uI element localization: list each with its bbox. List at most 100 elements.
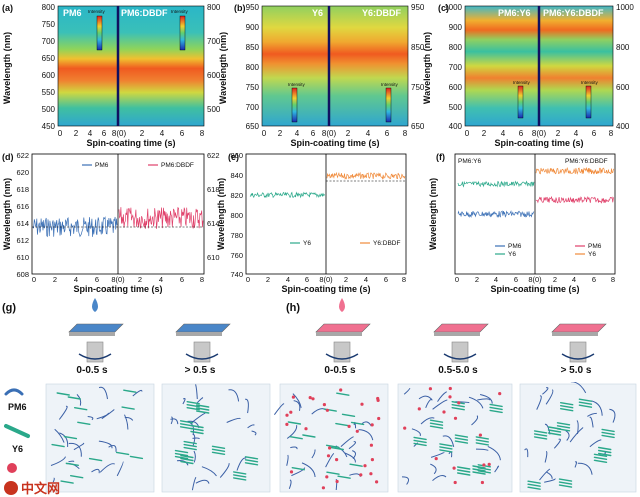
stage-g-2: > 0.5 s: [184, 365, 216, 376]
tick-b-900: 900: [246, 23, 260, 32]
stage-h-1: 0-0.5 s: [324, 365, 356, 376]
tick-a-500: 500: [42, 105, 56, 114]
spin-coater-2: [175, 323, 231, 363]
xtick: 0: [262, 129, 267, 138]
rtick-c-800: 800: [616, 43, 630, 52]
cb-title: Intensity: [171, 9, 189, 14]
tick-c-400: 400: [449, 122, 463, 131]
series-f-y6: [457, 180, 535, 188]
spin-coater-1: [68, 298, 124, 363]
heatmap-c-xlabel: Spin-coating time (s): [494, 138, 583, 148]
xtick: 8: [200, 129, 205, 138]
trace-e-xlabel: Spin-coating time (s): [281, 284, 370, 294]
watermark-text: 中文网: [21, 481, 61, 496]
rtick-a-500: 500: [207, 105, 221, 114]
xtick: 2: [475, 275, 479, 284]
morphology-box-2: [161, 383, 271, 493]
series-y6: [249, 191, 326, 199]
heatmap-b-xlabel: Spin-coating time (s): [290, 138, 379, 148]
tick-c-600: 600: [449, 83, 463, 92]
xtick: 0: [455, 275, 459, 284]
ytick-e: 820: [230, 191, 243, 200]
legend-f-y6: Y6: [508, 251, 516, 258]
ytick-d: 614: [16, 219, 29, 228]
ytick-e: 760: [230, 251, 243, 260]
legend-f-y6-dbdf: Y6: [588, 251, 596, 258]
xtick: 4: [572, 275, 576, 284]
morphology-box-1: [45, 383, 155, 493]
rtick-c-600: 600: [616, 83, 630, 92]
panel-label-g: (g): [2, 302, 17, 314]
sample-pm6-y6: PM6:Y6: [498, 8, 531, 18]
trace-series: [32, 166, 615, 238]
legend-y6-label: Y6: [12, 444, 24, 454]
heatmap-c-ylabel: Wavelength (nm): [422, 32, 432, 104]
xtick: 6: [95, 275, 99, 284]
ytick-e: 800: [230, 211, 243, 220]
xtick: 2: [556, 129, 561, 138]
watermark-logo-icon: [4, 481, 18, 495]
rtick-c-1000: 1000: [616, 3, 634, 12]
tick-b-700: 700: [246, 103, 260, 112]
pm6-icon: [4, 388, 24, 396]
ytick-d: 618: [16, 185, 29, 194]
colorbar-b1: [291, 87, 298, 123]
tick-a-550: 550: [42, 88, 56, 97]
spin-coater-3: [315, 298, 371, 363]
xtick: 6: [180, 129, 185, 138]
xtick: 6: [180, 275, 184, 284]
xtick: 4: [501, 129, 506, 138]
xtick: 0: [32, 275, 36, 284]
xtick: 8: [402, 275, 406, 284]
tick-b-850: 850: [246, 43, 260, 52]
xtick: 8(0): [112, 129, 127, 138]
xtick: 2: [138, 275, 142, 284]
rtick-d: 610: [207, 253, 220, 262]
y6-icon: [4, 424, 30, 438]
xtick: 4: [74, 275, 78, 284]
rtick-b-950: 950: [411, 3, 425, 12]
trace-d-xlabel: Spin-coating time (s): [73, 284, 162, 294]
series-f-pm6: [457, 210, 535, 218]
xtick: 4: [286, 275, 290, 284]
panel-label-h: (h): [286, 302, 301, 314]
xtick: 2: [53, 275, 57, 284]
xtick: 0: [58, 129, 63, 138]
tick-a-750: 750: [42, 20, 56, 29]
xtick: 6: [514, 275, 518, 284]
xtick: 2: [266, 275, 270, 284]
xtick: 2: [278, 129, 283, 138]
ytick-d: 608: [16, 270, 29, 279]
sample-pm6-y6-dbdf: PM6:Y6:DBDF: [543, 8, 604, 18]
legend-f-right: PM6:Y6:DBDF: [565, 158, 608, 165]
xtick: 4: [366, 129, 371, 138]
xtick: 6: [305, 275, 309, 284]
xtick: 6: [102, 129, 107, 138]
heatmap-b-ylabel: Wavelength (nm): [218, 32, 228, 104]
series-y6-dbdf: [326, 171, 406, 180]
trace-f-ylabel: Wavelength (nm): [428, 178, 438, 250]
tick-a-650: 650: [42, 54, 56, 63]
cb-title: Intensity: [513, 80, 531, 85]
xtick: 8(0): [111, 275, 125, 284]
series-f-y6-dbdf: [535, 166, 615, 175]
rtick-b-650: 650: [411, 122, 425, 131]
morphology-panels: [45, 382, 637, 493]
xtick: 2: [346, 129, 351, 138]
ytick-e: 740: [230, 270, 243, 279]
legend-f-left: PM6:Y6: [458, 158, 482, 165]
xtick: 4: [160, 129, 165, 138]
sample-y6-dbdf: Y6:DBDF: [362, 8, 402, 18]
watermark: 中文网: [4, 478, 60, 497]
xtick: 8(0): [532, 129, 547, 138]
rtick-d: 622: [207, 151, 220, 160]
sample-y6: Y6: [312, 8, 323, 18]
morphology-legend: [4, 388, 30, 473]
xtick: 8: [611, 275, 615, 284]
heatmap-b: [261, 5, 409, 127]
spin-coater-row: [68, 298, 607, 363]
xtick: 4: [574, 129, 579, 138]
ytick-d: 610: [16, 253, 29, 262]
rtick-a-600: 600: [207, 71, 221, 80]
morphology-box-3: [273, 383, 389, 493]
